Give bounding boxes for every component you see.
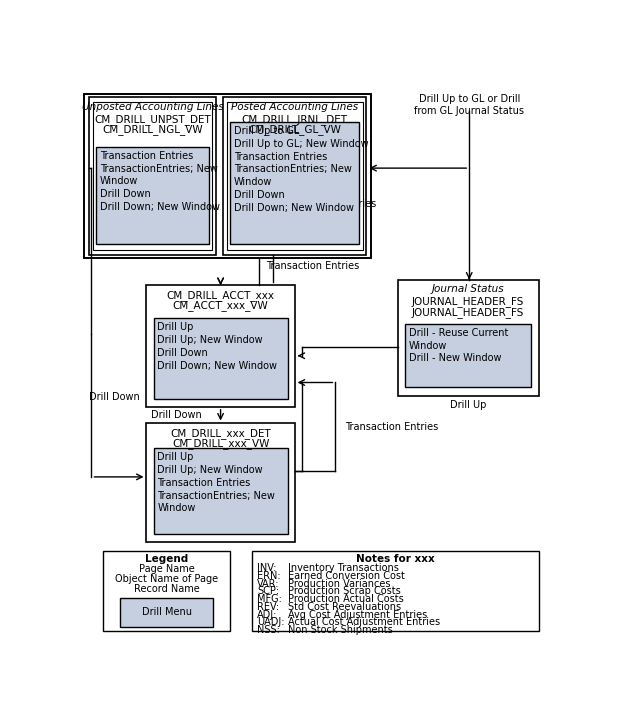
Text: Production Variances: Production Variances	[288, 579, 390, 589]
Bar	[146, 285, 295, 407]
Bar	[104, 551, 230, 630]
Text: JOURNAL_HEADER_FS: JOURNAL_HEADER_FS	[412, 297, 524, 307]
Text: Object Name of Page: Object Name of Page	[115, 574, 218, 584]
Text: Transaction Entries: Transaction Entries	[345, 421, 438, 432]
Text: SCP:: SCP:	[257, 587, 280, 597]
Text: NSS:: NSS:	[257, 625, 280, 635]
Text: Non Stock Shipments: Non Stock Shipments	[288, 625, 392, 635]
Text: Drill - Reuse Current
Window
Drill - New Window: Drill - Reuse Current Window Drill - New…	[408, 327, 508, 363]
Text: Record Name: Record Name	[134, 584, 200, 595]
Text: Drill Up
Drill Up; New Window
Drill Down
Drill Down; New Window: Drill Up Drill Up; New Window Drill Down…	[157, 322, 278, 370]
Text: Actual Cost Adjustment Entries: Actual Cost Adjustment Entries	[288, 617, 440, 628]
Text: Transaction Entries
TransactionEntries; New
Window
Drill Down
Drill Down; New Wi: Transaction Entries TransactionEntries; …	[100, 151, 220, 212]
Text: JOURNAL_HEADER_FS: JOURNAL_HEADER_FS	[412, 307, 524, 317]
Text: Drill Up
Drill Up; New Window
Transaction Entries
TransactionEntries; New
Window: Drill Up Drill Up; New Window Transactio…	[157, 452, 275, 513]
Text: Std Cost Reevaluations: Std Cost Reevaluations	[288, 602, 400, 612]
Bar	[93, 102, 212, 251]
Bar	[230, 122, 359, 243]
Bar	[96, 147, 209, 243]
Text: Drill Up to GL
Drill Up to GL; New Window
Transaction Entries
TransactionEntries: Drill Up to GL Drill Up to GL; New Windo…	[234, 126, 368, 213]
Text: Avg Cost Adjustment Entries: Avg Cost Adjustment Entries	[288, 610, 427, 620]
Bar	[146, 424, 295, 542]
Text: Notes for xxx: Notes for xxx	[356, 554, 434, 564]
Text: CM_ACCT_xxx_VW: CM_ACCT_xxx_VW	[173, 300, 268, 311]
Text: Drill Menu: Drill Menu	[142, 607, 192, 617]
Text: Drill Up: Drill Up	[450, 400, 486, 410]
Text: Journal Status: Journal Status	[432, 284, 504, 294]
Text: Unposted Accounting Lines: Unposted Accounting Lines	[81, 102, 223, 111]
Text: Transaction Entries: Transaction Entries	[266, 261, 359, 271]
Text: UADJ:: UADJ:	[257, 617, 285, 628]
Text: Drill Up to GL or Drill
from GL Journal Status: Drill Up to GL or Drill from GL Journal …	[414, 95, 524, 116]
Text: Posted Accounting Lines: Posted Accounting Lines	[231, 102, 358, 111]
Text: VAR:: VAR:	[257, 579, 280, 589]
Text: Production Actual Costs: Production Actual Costs	[288, 595, 404, 605]
Text: CM_DRILL_ACCT_xxx: CM_DRILL_ACCT_xxx	[167, 289, 275, 301]
Text: Inventory Transactions: Inventory Transactions	[288, 564, 399, 573]
Bar	[89, 97, 216, 255]
Text: REV:: REV:	[257, 602, 280, 612]
Bar	[154, 448, 288, 534]
Text: CM_DRILL_xxx_VW: CM_DRILL_xxx_VW	[172, 438, 269, 449]
Text: CM_DRILL_JRNL_DET: CM_DRILL_JRNL_DET	[242, 113, 348, 125]
Bar	[252, 551, 539, 630]
Bar	[227, 102, 363, 251]
Text: Transaction Entries: Transaction Entries	[283, 199, 376, 209]
Text: INV:: INV:	[257, 564, 277, 573]
Bar	[397, 280, 539, 396]
Text: Page Name: Page Name	[139, 564, 194, 574]
Text: CM_DRILL_GL_VW: CM_DRILL_GL_VW	[248, 124, 341, 135]
Text: MFG:: MFG:	[257, 595, 282, 605]
Bar	[85, 95, 371, 258]
Text: Drill Down: Drill Down	[151, 410, 201, 420]
Text: CM_DRILL_NGL_VW: CM_DRILL_NGL_VW	[102, 124, 203, 135]
Bar	[154, 318, 288, 398]
Text: Drill Down: Drill Down	[89, 392, 140, 402]
Text: Legend: Legend	[145, 554, 188, 564]
Text: ERN:: ERN:	[257, 571, 281, 581]
Text: ADJ:: ADJ:	[257, 610, 278, 620]
Text: Production Scrap Costs: Production Scrap Costs	[288, 587, 400, 597]
Text: CM_DRILL_xxx_DET: CM_DRILL_xxx_DET	[170, 428, 271, 439]
Bar	[120, 598, 213, 627]
Text: Earned Conversion Cost: Earned Conversion Cost	[288, 571, 404, 581]
Bar	[405, 324, 531, 388]
Text: CM_DRILL_UNPST_DET: CM_DRILL_UNPST_DET	[94, 113, 211, 125]
Bar	[223, 97, 366, 255]
